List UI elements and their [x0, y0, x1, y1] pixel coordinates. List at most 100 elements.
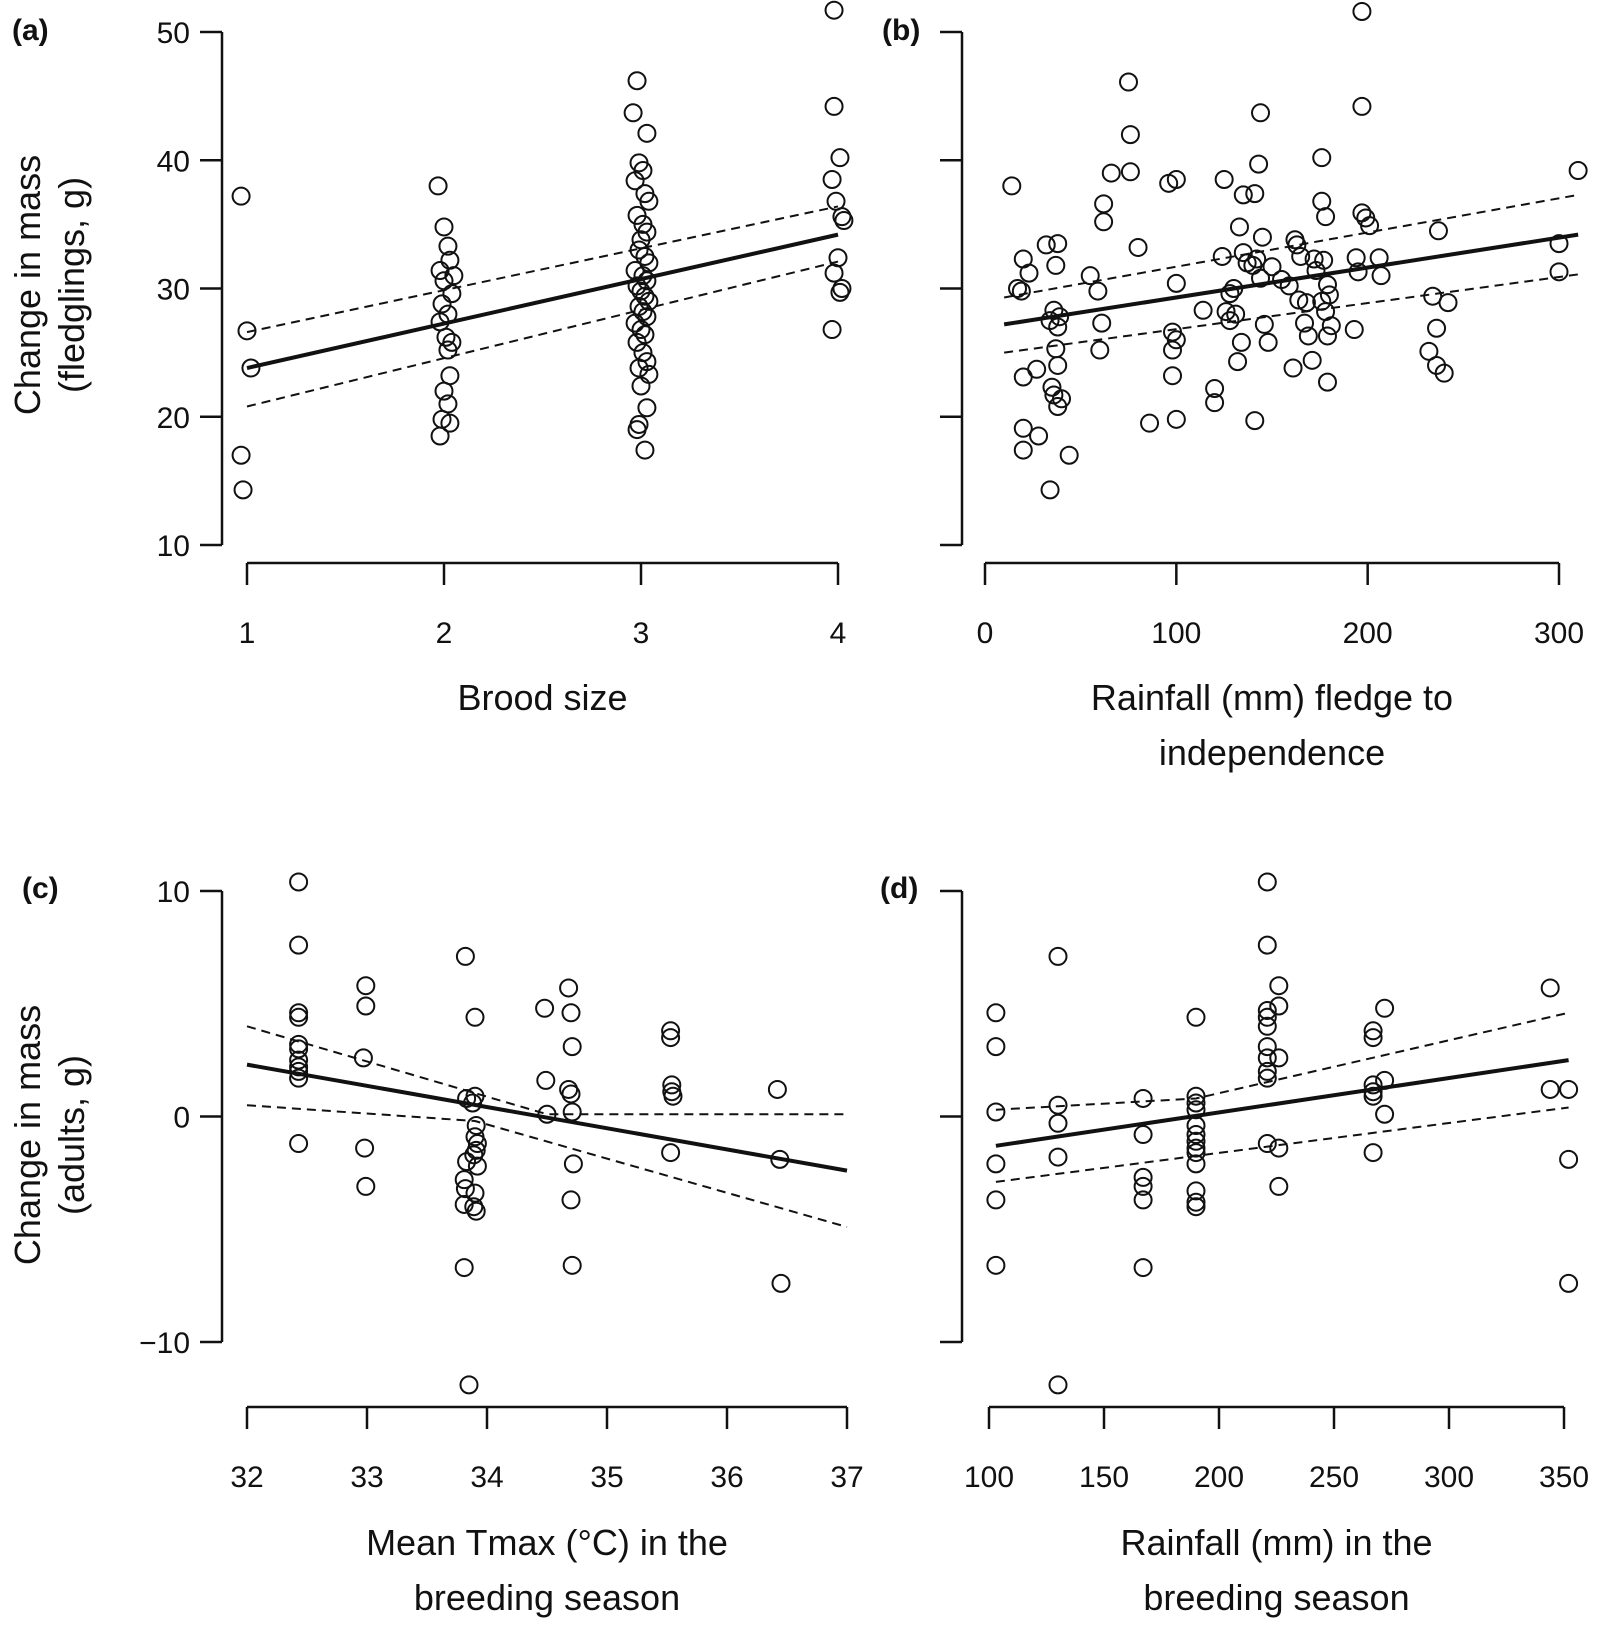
panel-a-point	[635, 440, 655, 460]
panel-d-point	[1133, 1176, 1153, 1196]
panel-b-fit-line	[1003, 232, 1579, 327]
panel-a-point	[625, 171, 645, 191]
panel-d-point	[1269, 1048, 1289, 1068]
panel-b-x-label: Rainfall (mm) fledge to	[1091, 677, 1453, 718]
panel-a-point	[635, 286, 655, 306]
panel-d-x-tick-label: 100	[964, 1461, 1014, 1494]
panel-d-point	[1363, 1021, 1383, 1041]
panel-b-point	[1298, 326, 1318, 346]
panel-c-point	[662, 1075, 682, 1095]
panel-d-point	[1559, 1079, 1579, 1099]
panel-c-point	[459, 1375, 479, 1395]
panel-c: (c) −10 0 10 32 33 34 35 36 37 Mean Tmax (°C) in …	[22, 872, 864, 1618]
panel-d: (d) 100 150 200 250 300 350 Rainfall (mm) in t…	[880, 872, 1589, 1618]
panel-c-point	[771, 1273, 791, 1293]
panel-d-point	[1540, 1079, 1560, 1099]
panel-b-point	[1120, 162, 1140, 182]
panel-d-point	[1133, 1088, 1153, 1108]
panel-a-point	[822, 169, 842, 189]
panel-c-point	[561, 1190, 581, 1210]
panel-a-x-tick-label: 3	[633, 617, 650, 650]
panel-b-point	[1214, 169, 1234, 189]
panel-b: (b) 0 100 200 300 Rainfall (mm) fledge to ind…	[882, 1, 1588, 773]
panel-b-point	[1427, 318, 1447, 338]
panel-b-point	[1360, 216, 1380, 236]
panel-a-x-tick-label: 4	[830, 617, 847, 650]
panel-b-point	[1094, 212, 1114, 232]
panel-d-point	[1186, 1143, 1206, 1163]
panel-c-point	[355, 1138, 375, 1158]
row-1-ylabel-line-2: (fledglings, g)	[51, 177, 92, 393]
panel-b-point	[1228, 352, 1248, 372]
panel-b-point	[1163, 366, 1183, 386]
panel-a-point	[434, 217, 454, 237]
panel-d-point	[1269, 1138, 1289, 1158]
panel-a-point	[830, 148, 850, 168]
panel-b-letter: (b)	[882, 14, 920, 47]
panel-b-point	[1249, 154, 1269, 174]
panel-c-x-tick-label: 34	[470, 1461, 503, 1494]
panel-d-point	[1186, 1197, 1206, 1217]
panel-b-point	[1312, 191, 1332, 211]
panel-c-ci-lower-line	[246, 1104, 848, 1228]
panel-c-point	[661, 1028, 681, 1048]
panel-b-point	[1193, 300, 1213, 320]
panel-b-x-label: independence	[1159, 732, 1385, 773]
panel-a-point	[436, 327, 456, 347]
panel-c-point	[289, 1050, 309, 1070]
panel-b-point	[1166, 273, 1186, 293]
panel-a-x-tick-label: 1	[239, 617, 256, 650]
panel-a-point	[438, 340, 458, 360]
panel-d-x-tick-label: 350	[1539, 1461, 1589, 1494]
panel-d-point	[986, 1190, 1006, 1210]
panel-b-point	[1140, 413, 1160, 433]
panel-b-point	[1295, 313, 1315, 333]
panel-c-point	[767, 1079, 787, 1099]
panel-a-point	[637, 123, 657, 143]
panel-b-point	[1046, 339, 1066, 359]
panel-b-point	[1090, 340, 1110, 360]
panel-b-point	[1549, 234, 1569, 254]
panel-a-point	[822, 320, 842, 340]
panel-b-point	[1428, 221, 1448, 241]
panel-d-x-tick-label: 200	[1194, 1461, 1244, 1494]
panel-b-point	[1205, 393, 1225, 413]
panel-c-point	[289, 1039, 309, 1059]
panel-c-x-label: Mean Tmax (°C) in the	[366, 1522, 728, 1563]
panel-c-point	[289, 1003, 309, 1023]
panel-c-point	[289, 1034, 309, 1054]
panel-c-point	[465, 1183, 485, 1203]
panel-d-point	[1186, 1086, 1206, 1106]
panel-d-x-label: breeding season	[1143, 1577, 1409, 1618]
panel-b-point	[1252, 227, 1272, 247]
panel-c-point	[464, 1197, 484, 1217]
row-2-ylabel: Change in mass (adults, g)	[7, 1005, 92, 1265]
panel-d-point	[1186, 1007, 1206, 1027]
panel-d-point	[1257, 1016, 1277, 1036]
panel-b-point	[1245, 184, 1265, 204]
panel-c-point	[661, 1143, 681, 1163]
panel-d-point	[1048, 1113, 1068, 1133]
panel-b-point	[1243, 255, 1263, 275]
panel-a-fit-line	[246, 232, 839, 370]
panel-d-point	[1048, 1095, 1068, 1115]
panel-b-point	[1251, 103, 1271, 123]
panel-a-x-label: Brood size	[457, 677, 627, 718]
panel-d-point	[1559, 1273, 1579, 1293]
panel-a-point	[430, 426, 450, 446]
panel-b-point	[1352, 203, 1372, 223]
panel-b-point	[1040, 480, 1060, 500]
panel-a-point	[444, 266, 464, 286]
panel-d-point	[1257, 1068, 1277, 1088]
panel-b-point	[1344, 320, 1364, 340]
panel-c-x-tick-label: 37	[830, 1461, 863, 1494]
panel-d-point	[1363, 1143, 1383, 1163]
panel-d-x-label: Rainfall (mm) in the	[1120, 1522, 1432, 1563]
panel-d-point	[986, 1154, 1006, 1174]
panel-b-point	[1287, 235, 1307, 255]
panel-d-letter: (d)	[880, 872, 918, 905]
panel-b-point	[1166, 169, 1186, 189]
panel-a-ci-upper-line	[246, 205, 839, 334]
panel-d-point	[1048, 1375, 1068, 1395]
panel-c-point	[289, 1068, 309, 1088]
